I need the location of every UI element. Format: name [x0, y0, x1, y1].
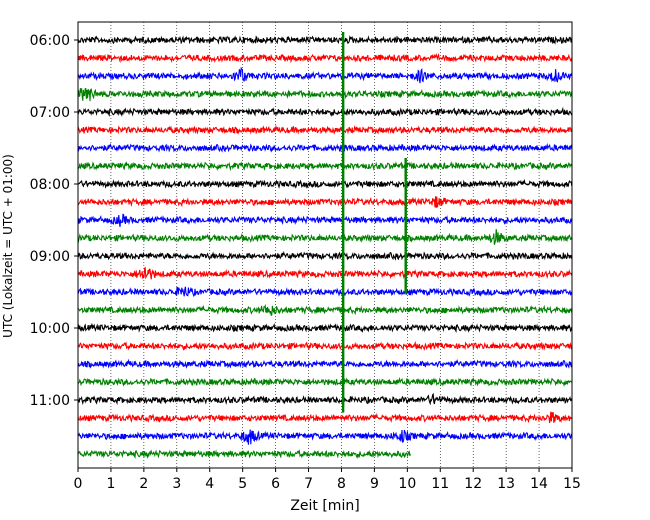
trace-row-1115 [77, 411, 573, 424]
x-tick-label: 6 [271, 476, 280, 492]
y-axis-label: UTC (Lokalzeit = UTC + 01:00) [1, 154, 15, 338]
x-tick-label: 1 [106, 476, 115, 492]
y-tick-label: 08:00 [30, 177, 70, 193]
trace-row-1045 [77, 376, 573, 388]
vertical-grid [110, 22, 540, 468]
x-tick-label: 14 [530, 476, 548, 492]
trace-row-0615 [77, 52, 573, 64]
trace-row-0715 [77, 124, 573, 135]
x-tick-label: 12 [464, 476, 482, 492]
x-tick-label: 8 [337, 476, 346, 492]
trace-row-0915 [77, 266, 573, 280]
x-tick-label: 13 [497, 476, 515, 492]
trace-row-1145 [77, 449, 411, 460]
x-tick-label: 11 [431, 476, 449, 492]
y-tick-label: 11:00 [30, 393, 70, 409]
y-axis-ticks: 06:00 07:00 08:00 09:00 10:00 11:00 [30, 33, 78, 409]
x-tick-label: 4 [205, 476, 214, 492]
seismic-traces [77, 32, 573, 460]
trace-row-0730 [77, 142, 573, 153]
y-tick-label: 09:00 [30, 249, 70, 265]
y-tick-label: 07:00 [30, 105, 70, 121]
trace-row-0945 [77, 303, 573, 317]
trace-row-1100 [77, 392, 573, 406]
y-tick-label: 10:00 [30, 321, 70, 337]
trace-row-0815 [77, 196, 573, 208]
x-tick-label: 2 [139, 476, 148, 492]
x-tick-label: 9 [370, 476, 379, 492]
trace-row-0645 [77, 87, 573, 102]
trace-row-0845 [77, 228, 573, 245]
trace-row-0800 [77, 178, 573, 189]
x-tick-label: 5 [238, 476, 247, 492]
trace-row-0900 [77, 250, 573, 261]
trace-row-1000 [77, 322, 573, 334]
trace-row-1030 [77, 358, 573, 369]
trace-row-1130 [78, 429, 573, 445]
x-tick-label: 7 [304, 476, 313, 492]
x-axis-ticks: 0 1 2 3 4 5 6 7 8 9 10 11 12 13 14 15 [74, 468, 581, 492]
x-tick-label: 15 [563, 476, 581, 492]
trace-row-0745 [77, 160, 573, 172]
x-tick-label: 10 [398, 476, 416, 492]
x-tick-label: 0 [74, 476, 83, 492]
plot-frame [77, 21, 573, 469]
trace-row-0600 [77, 35, 573, 45]
trace-row-0930 [77, 286, 573, 298]
trace-row-0830 [77, 213, 573, 227]
x-axis-label: Zeit [min] [290, 498, 359, 514]
trace-row-0700 [77, 106, 573, 118]
x-tick-label: 3 [172, 476, 181, 492]
trace-row-1015 [77, 340, 573, 351]
trace-row-0630 [77, 66, 573, 84]
y-tick-label: 06:00 [30, 33, 70, 49]
